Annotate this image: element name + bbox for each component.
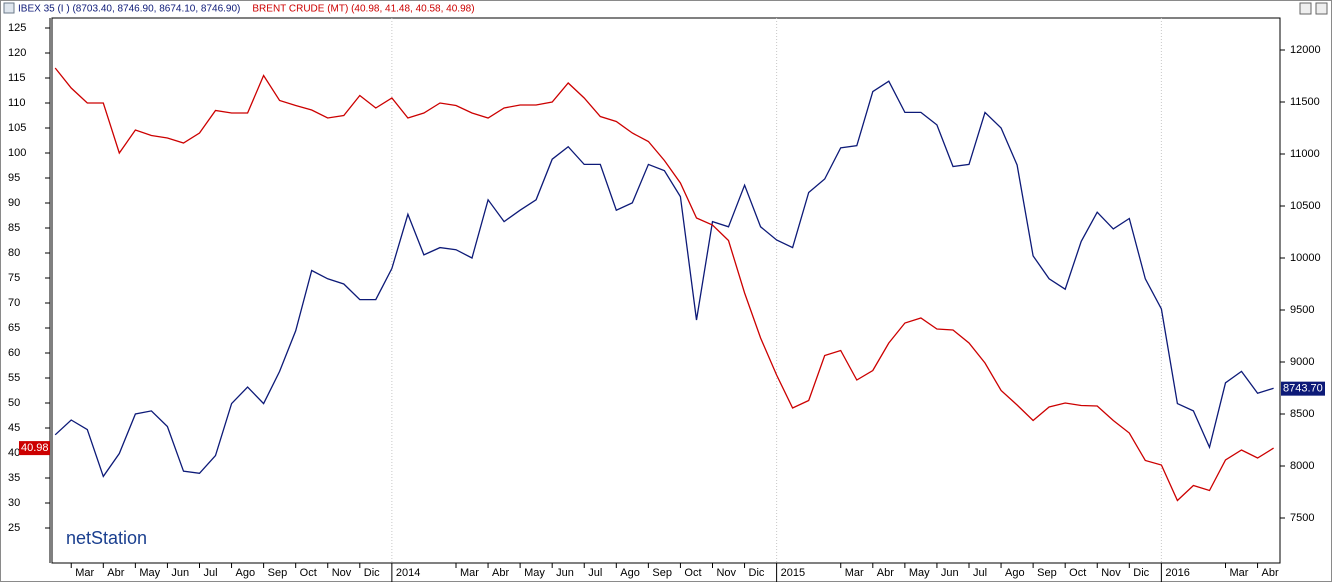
y-tick-label: 100: [8, 147, 26, 159]
y-tick-label: 75: [8, 272, 20, 284]
x-tick-label: Jun: [941, 567, 959, 579]
y-tick-label: 65: [8, 322, 20, 334]
last-value-tag: [19, 441, 50, 456]
last-value-label: 40.98: [21, 442, 49, 454]
x-tick-label: Abr: [492, 567, 509, 579]
watermark: netStation: [66, 528, 147, 548]
x-tick-label: Abr: [1262, 567, 1279, 579]
x-tick-label: 2015: [781, 567, 805, 579]
x-tick-label: Dic: [364, 567, 380, 579]
y2-tick-label: 9500: [1290, 304, 1314, 316]
y-tick-label: 25: [8, 522, 20, 534]
legend-entry: IBEX 35 (I ) (8703.40, 8746.90, 8674.10,…: [18, 4, 240, 15]
x-tick-label: May: [524, 567, 545, 579]
y-tick-label: 35: [8, 472, 20, 484]
x-tick-label: 2014: [396, 567, 420, 579]
y2-tick-label: 9000: [1290, 356, 1314, 368]
legend-entry: BRENT CRUDE (MT) (40.98, 41.48, 40.58, 4…: [252, 4, 474, 15]
last-value-tag: [1281, 381, 1325, 396]
y2-tick-label: 10500: [1290, 200, 1321, 212]
x-tick-label: Nov: [716, 567, 736, 579]
y2-tick-label: 11500: [1290, 96, 1320, 108]
x-tick-label: Oct: [684, 567, 701, 579]
x-tick-label: Mar: [75, 567, 94, 579]
y-tick-label: 90: [8, 197, 20, 209]
x-tick-label: Nov: [332, 567, 352, 579]
y-tick-label: 115: [8, 72, 26, 84]
y-tick-label: 70: [8, 297, 20, 309]
y-tick-label: 55: [8, 372, 20, 384]
x-tick-label: Oct: [300, 567, 317, 579]
x-tick-label: Sep: [1037, 567, 1057, 579]
y-tick-label: 95: [8, 172, 20, 184]
x-tick-label: Jun: [556, 567, 574, 579]
y2-tick-label: 11000: [1290, 148, 1320, 160]
y-tick-label: 85: [8, 222, 20, 234]
x-tick-label: Ago: [236, 567, 256, 579]
y-tick-label: 105: [8, 122, 26, 134]
x-tick-label: Abr: [877, 567, 894, 579]
x-tick-label: Mar: [845, 567, 864, 579]
header-bar: [1, 1, 1331, 17]
x-tick-label: Dic: [749, 567, 765, 579]
x-tick-label: Nov: [1101, 567, 1121, 579]
y-tick-label: 125: [8, 22, 26, 34]
plot-area: [51, 17, 1281, 564]
y2-tick-label: 8000: [1290, 460, 1314, 472]
y2-tick-label: 8500: [1290, 408, 1314, 420]
x-tick-label: May: [139, 567, 160, 579]
close-button[interactable]: [1315, 2, 1328, 15]
x-tick-label: Jul: [588, 567, 602, 579]
x-tick-label: Jul: [203, 567, 217, 579]
y2-tick-label: 7500: [1290, 512, 1314, 524]
x-tick-label: Abr: [107, 567, 124, 579]
x-tick-label: Sep: [268, 567, 288, 579]
series-line: [54, 67, 1274, 502]
x-tick-label: Jul: [973, 567, 987, 579]
y-tick-label: 110: [8, 97, 26, 109]
x-tick-label: Oct: [1069, 567, 1086, 579]
x-tick-label: Mar: [460, 567, 479, 579]
x-tick-label: Mar: [1229, 567, 1248, 579]
y-tick-label: 120: [8, 47, 26, 59]
y-tick-label: 80: [8, 247, 20, 259]
y2-tick-label: 10000: [1290, 252, 1321, 264]
y-tick-label: 45: [8, 422, 20, 434]
y-tick-label: 40: [8, 447, 20, 459]
minimize-button[interactable]: [1299, 2, 1312, 15]
x-tick-label: Jun: [171, 567, 189, 579]
window-icon[interactable]: [3, 2, 15, 14]
y2-tick-label: 12000: [1290, 44, 1321, 56]
last-value-label: 8743.70: [1283, 383, 1323, 395]
y-tick-label: 30: [8, 497, 20, 509]
x-tick-label: May: [909, 567, 930, 579]
x-tick-label: 2016: [1165, 567, 1189, 579]
x-tick-label: Ago: [620, 567, 640, 579]
y-tick-label: 50: [8, 397, 20, 409]
y-tick-label: 60: [8, 347, 20, 359]
x-tick-label: Dic: [1133, 567, 1149, 579]
series-line: [54, 80, 1274, 478]
x-tick-label: Sep: [652, 567, 672, 579]
x-tick-label: Ago: [1005, 567, 1025, 579]
